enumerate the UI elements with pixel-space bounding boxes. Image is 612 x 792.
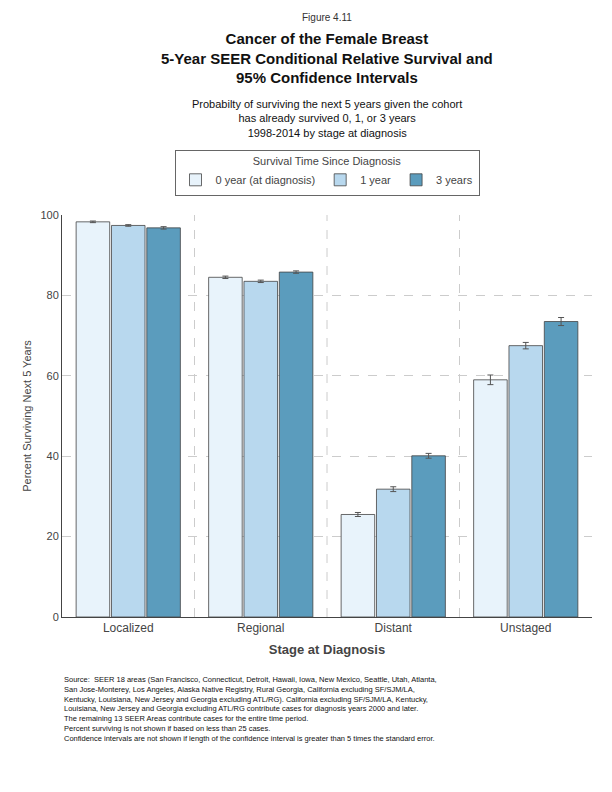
- svg-text:Figure 4.11: Figure 4.11: [302, 12, 352, 23]
- svg-text:0: 0: [53, 611, 59, 623]
- svg-text:3 years: 3 years: [436, 174, 473, 186]
- svg-text:Survival Time Since Diagnosis: Survival Time Since Diagnosis: [253, 155, 401, 167]
- svg-text:Source: SEER 18 areas (San Fr: Source: SEER 18 areas (San Francisco, Co…: [64, 675, 437, 743]
- svg-text:Unstaged: Unstaged: [500, 621, 551, 635]
- svg-text:Regional: Regional: [237, 621, 284, 635]
- svg-text:80: 80: [47, 289, 59, 301]
- svg-text:Percent Surviving Next 5 Years: Percent Surviving Next 5 Years: [21, 340, 33, 492]
- svg-text:0 year (at diagnosis): 0 year (at diagnosis): [216, 174, 316, 186]
- svg-text:Stage at Diagnosis: Stage at Diagnosis: [269, 642, 385, 657]
- svg-text:40: 40: [47, 450, 59, 462]
- svg-text:20: 20: [47, 530, 59, 542]
- svg-text:60: 60: [47, 370, 59, 382]
- svg-text:Localized: Localized: [103, 621, 154, 635]
- svg-text:1 year: 1 year: [360, 174, 391, 186]
- svg-text:100: 100: [40, 209, 58, 221]
- svg-text:Cancer of the Female Breast5-Y: Cancer of the Female Breast5-Year SEER C…: [161, 30, 493, 86]
- svg-text:Distant: Distant: [375, 621, 413, 635]
- svg-text:Probabilty of surviving the ne: Probabilty of surviving the next 5 years…: [192, 98, 462, 139]
